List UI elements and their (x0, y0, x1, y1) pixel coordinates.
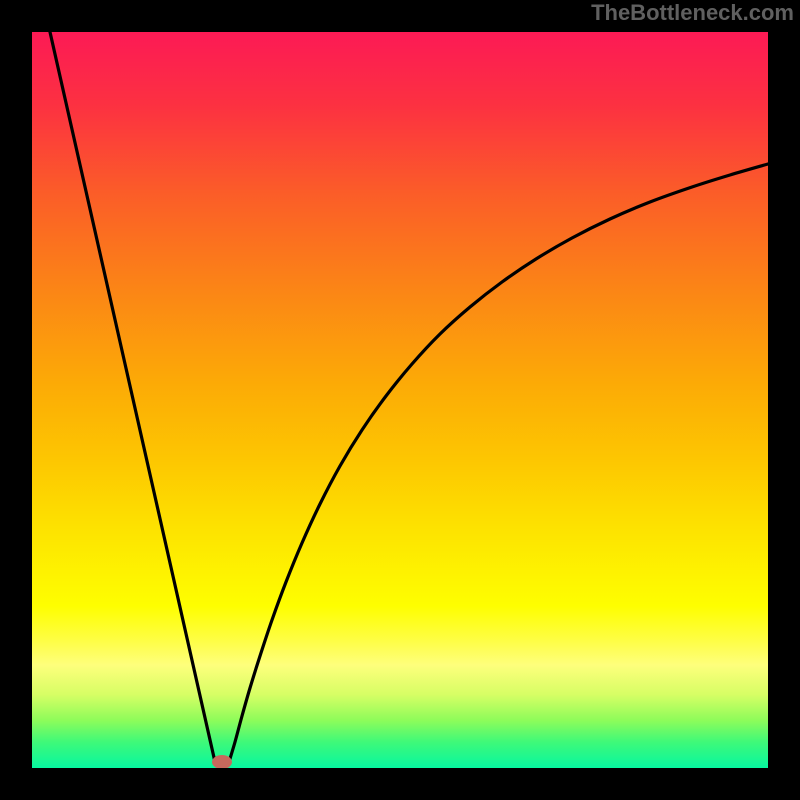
chart-container: TheBottleneck.com (0, 0, 800, 800)
optimal-point-marker (212, 755, 232, 769)
plot-background (32, 32, 768, 768)
chart-svg (0, 0, 800, 800)
watermark-text: TheBottleneck.com (591, 0, 794, 26)
